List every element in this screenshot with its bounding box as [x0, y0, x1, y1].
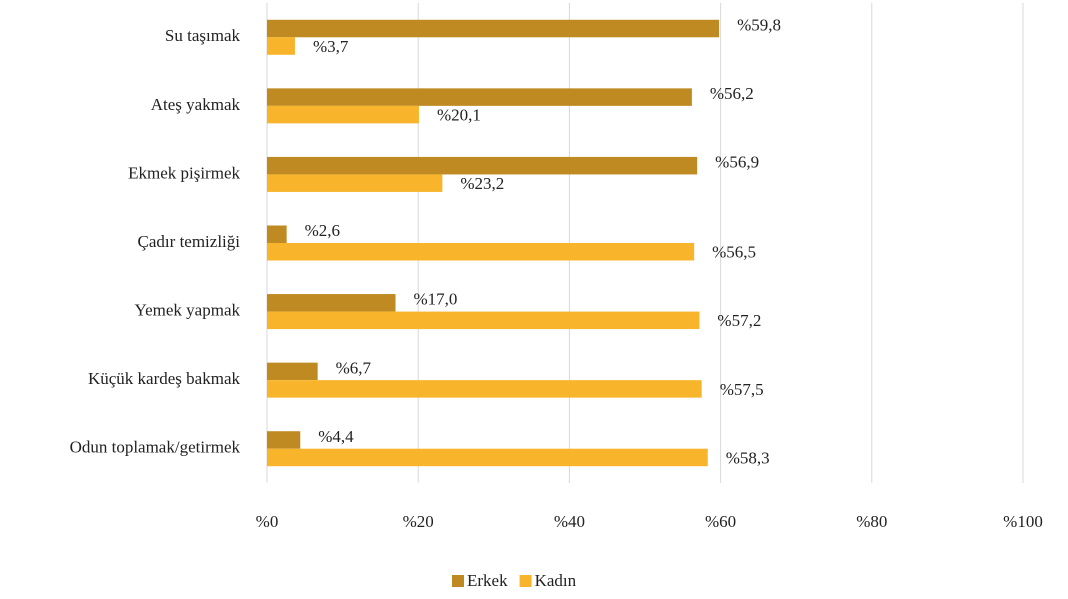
y-tick-label: Küçük kardeş bakmak [88, 369, 241, 388]
bar [267, 105, 419, 124]
x-tick-label: %80 [856, 512, 887, 531]
bar [267, 362, 318, 381]
value-label: %3,7 [313, 37, 349, 56]
y-tick-label: Odun toplamak/getirmek [70, 438, 241, 457]
value-label: %23,2 [460, 174, 504, 193]
value-label: %57,2 [717, 311, 761, 330]
bar [267, 380, 702, 398]
value-label: %20,1 [437, 106, 481, 125]
legend-label: Erkek [467, 571, 508, 590]
legend-swatch [519, 575, 532, 587]
y-tick-label: Yemek yapmak [135, 300, 241, 319]
bar [267, 448, 708, 467]
bar [267, 431, 301, 449]
x-tick-label: %20 [403, 512, 434, 531]
bar [267, 243, 695, 261]
bar [267, 19, 720, 38]
bar [267, 294, 396, 312]
value-label: %57,5 [720, 380, 764, 399]
bar [267, 88, 692, 106]
value-label: %56,5 [712, 243, 756, 262]
x-tick-label: %60 [705, 512, 736, 531]
value-label: %2,6 [305, 221, 340, 240]
value-label: %58,3 [726, 448, 770, 467]
bar [267, 225, 287, 243]
y-tick-label: Ateş yakmak [151, 95, 241, 114]
x-tick-label: %0 [256, 512, 279, 531]
value-label: %56,9 [715, 153, 759, 172]
y-tick-label: Ekmek pişirmek [128, 163, 240, 182]
x-tick-label: %40 [554, 512, 585, 531]
bar [267, 156, 698, 175]
legend-label: Kadın [535, 571, 577, 590]
value-label: %59,8 [737, 15, 781, 34]
x-tick-label: %100 [1003, 512, 1043, 531]
value-label: %56,2 [710, 84, 754, 103]
bar [267, 37, 295, 55]
value-label: %17,0 [414, 290, 458, 309]
bar [267, 311, 700, 330]
y-tick-label: Çadır temizliği [138, 232, 241, 251]
legend-swatch [452, 575, 464, 587]
value-label: %6,7 [336, 358, 372, 377]
y-tick-label: Su taşımak [165, 26, 241, 45]
bar [267, 174, 443, 192]
value-label: %4,4 [318, 427, 354, 446]
